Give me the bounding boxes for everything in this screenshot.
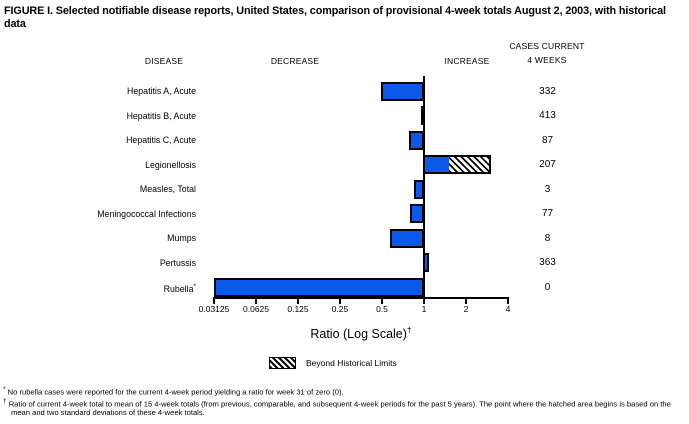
- disease-label: Hepatitis B, Acute: [126, 110, 196, 121]
- footnote-marker-dagger: †: [3, 397, 7, 405]
- axis-tick: [423, 299, 425, 304]
- cases-value: 0: [544, 281, 551, 293]
- column-header-increase: INCREASE: [444, 56, 490, 66]
- axis-tick: [297, 299, 299, 304]
- axis-tick-label: 2: [463, 304, 469, 314]
- ratio-bar: [214, 277, 424, 297]
- disease-label: Hepatitis C, Acute: [126, 135, 196, 145]
- within-limit-segment: [425, 157, 449, 172]
- axis-tick-label: 1: [421, 304, 427, 314]
- footnote-rubella: * No rubella cases were reported for the…: [3, 385, 687, 397]
- axis-tick: [465, 299, 467, 304]
- footnote-rubella-text: No rubella cases were reported for the c…: [7, 387, 344, 397]
- disease-label: Meningococcal Infections: [97, 208, 196, 219]
- figure-title: FIGURE I. Selected notifiable disease re…: [4, 5, 666, 30]
- x-axis-title: Ratio (Log Scale)†: [213, 325, 509, 341]
- ratio-bar: [389, 228, 424, 248]
- beyond-limit-segment: [448, 157, 489, 172]
- footnote-marker-asterisk: *: [3, 386, 6, 393]
- cases-value: 77: [541, 208, 554, 219]
- cases-value: 363: [539, 257, 556, 268]
- dagger-superscript: †: [406, 325, 412, 335]
- axis-tick-label: 0.25: [331, 304, 349, 314]
- legend: Beyond Historical Limits: [269, 357, 397, 369]
- ratio-bar: [423, 155, 491, 174]
- footnotes: * No rubella cases were reported for the…: [3, 385, 687, 418]
- cases-value: 8: [544, 232, 551, 244]
- disease-label: Hepatitis A, Acute: [127, 86, 196, 96]
- cases-value: 87: [541, 134, 554, 146]
- column-header-decrease: DECREASE: [270, 56, 320, 66]
- footnote-ratio: † Ratio of current 4-week total to mean …: [3, 397, 687, 418]
- disease-label: Mumps: [167, 233, 196, 243]
- axis-tick: [339, 299, 341, 304]
- ratio-bar: [408, 130, 424, 150]
- cases-value: 207: [539, 159, 556, 170]
- disease-label: Pertussis: [159, 257, 196, 268]
- axis-tick: [507, 299, 509, 304]
- x-axis-title-text: Ratio (Log Scale): [310, 327, 407, 342]
- disease-label: Legionellosis: [145, 159, 196, 170]
- baseline-ratio-1-line: [423, 76, 425, 299]
- column-header-disease: DISEASE: [144, 56, 184, 66]
- axis-tick: [381, 299, 383, 304]
- axis-tick-label: 4: [505, 304, 511, 314]
- disease-label: Rubella*: [163, 283, 196, 294]
- cases-value: 332: [539, 85, 556, 97]
- footnote-ratio-text: Ratio of current 4-week total to mean of…: [8, 399, 671, 418]
- hatched-swatch-icon: [269, 357, 296, 369]
- axis-tick-label: 0.0625: [243, 304, 269, 314]
- column-header-cases-line2: 4 WEEKS: [527, 55, 567, 65]
- axis-tick-label: 0.03125: [198, 304, 230, 314]
- axis-tick: [255, 299, 257, 304]
- ratio-bar: [380, 81, 424, 101]
- cases-value: 413: [539, 110, 556, 121]
- x-axis-line: [213, 297, 509, 299]
- axis-tick: [213, 299, 215, 304]
- disease-label: Measles, Total: [139, 184, 196, 194]
- ratio-bar: [409, 204, 424, 223]
- cases-value: 3: [544, 183, 551, 195]
- legend-label: Beyond Historical Limits: [306, 358, 397, 368]
- footnote-marker: *: [193, 283, 196, 290]
- axis-tick-label: 0.5: [376, 304, 388, 314]
- column-header-cases-line1: CASES CURRENT: [509, 41, 585, 51]
- axis-tick-label: 0.125: [287, 304, 309, 314]
